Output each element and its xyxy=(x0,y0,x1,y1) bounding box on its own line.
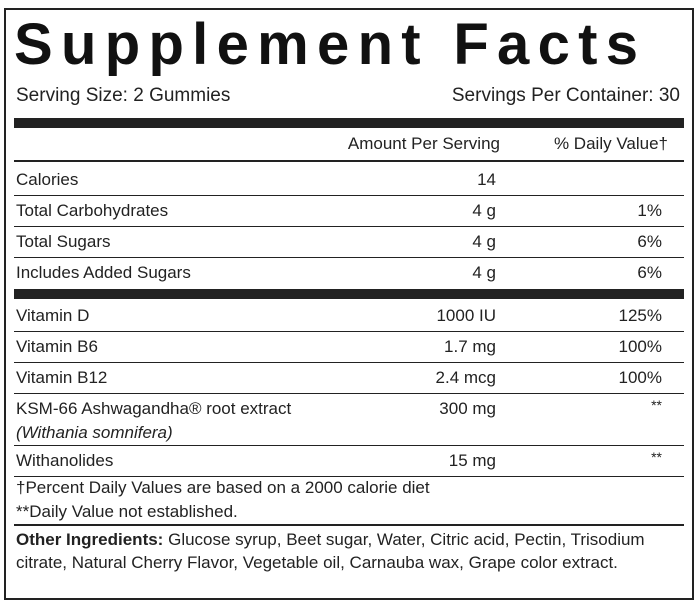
daily-value: 100% xyxy=(618,337,662,356)
amount: 300 mg xyxy=(439,399,496,418)
amount: 14 xyxy=(477,170,496,189)
daily-value: ** xyxy=(651,397,662,413)
amount: 1000 IU xyxy=(436,306,496,325)
rule xyxy=(14,445,684,446)
rule xyxy=(14,226,684,227)
daily-value: 1% xyxy=(637,201,662,220)
amount: 4 g xyxy=(472,201,496,220)
rule xyxy=(14,476,684,477)
rule xyxy=(14,331,684,332)
daily-value: 6% xyxy=(637,263,662,282)
ingredients-text: Glucose syrup, Beet sugar, Water, Citric… xyxy=(16,530,645,572)
rule xyxy=(14,160,684,162)
nutrient-name: Vitamin D xyxy=(16,306,90,325)
daily-value: 100% xyxy=(618,368,662,387)
nutrient-name: Vitamin B12 xyxy=(16,368,108,387)
amount: 2.4 mcg xyxy=(435,368,496,387)
thick-rule xyxy=(14,118,684,128)
amount: 4 g xyxy=(472,232,496,251)
rule xyxy=(14,257,684,258)
nutrient-name: KSM-66 Ashwagandha® root extract xyxy=(16,399,292,418)
nutrient-name: Total Sugars xyxy=(16,232,111,251)
rule xyxy=(14,524,684,526)
serving-size: Serving Size: 2 Gummies xyxy=(16,85,231,106)
amount: 4 g xyxy=(472,263,496,282)
daily-value: 6% xyxy=(637,232,662,251)
nutrient-name: Total Carbohydrates xyxy=(16,201,169,220)
label-title: Supplement Facts xyxy=(14,12,647,77)
column-header: % Daily Value† xyxy=(553,134,668,153)
rule xyxy=(14,393,684,394)
nutrient-name: Withanolides xyxy=(16,451,114,470)
column-header: Amount Per Serving xyxy=(347,134,500,153)
nutrient-name: Vitamin B6 xyxy=(16,337,98,356)
daily-value: ** xyxy=(651,449,662,465)
servings-per-container: Servings Per Container: 30 xyxy=(451,85,680,106)
nutrient-subname: (Withania somnifera) xyxy=(16,423,173,442)
ingredients-label: Other Ingredients: xyxy=(16,530,164,549)
other-ingredients: Other Ingredients: Glucose syrup, Beet s… xyxy=(16,528,680,574)
rule xyxy=(14,362,684,363)
rule xyxy=(14,195,684,196)
amount: 15 mg xyxy=(448,451,496,470)
footnote: †Percent Daily Values are based on a 200… xyxy=(16,478,430,497)
amount: 1.7 mg xyxy=(444,337,496,356)
nutrient-name: Includes Added Sugars xyxy=(16,263,191,282)
daily-value: 125% xyxy=(618,306,662,325)
thick-rule xyxy=(14,289,684,299)
nutrient-name: Calories xyxy=(16,170,79,189)
label-border xyxy=(4,8,694,600)
footnote: **Daily Value not established. xyxy=(16,502,238,521)
